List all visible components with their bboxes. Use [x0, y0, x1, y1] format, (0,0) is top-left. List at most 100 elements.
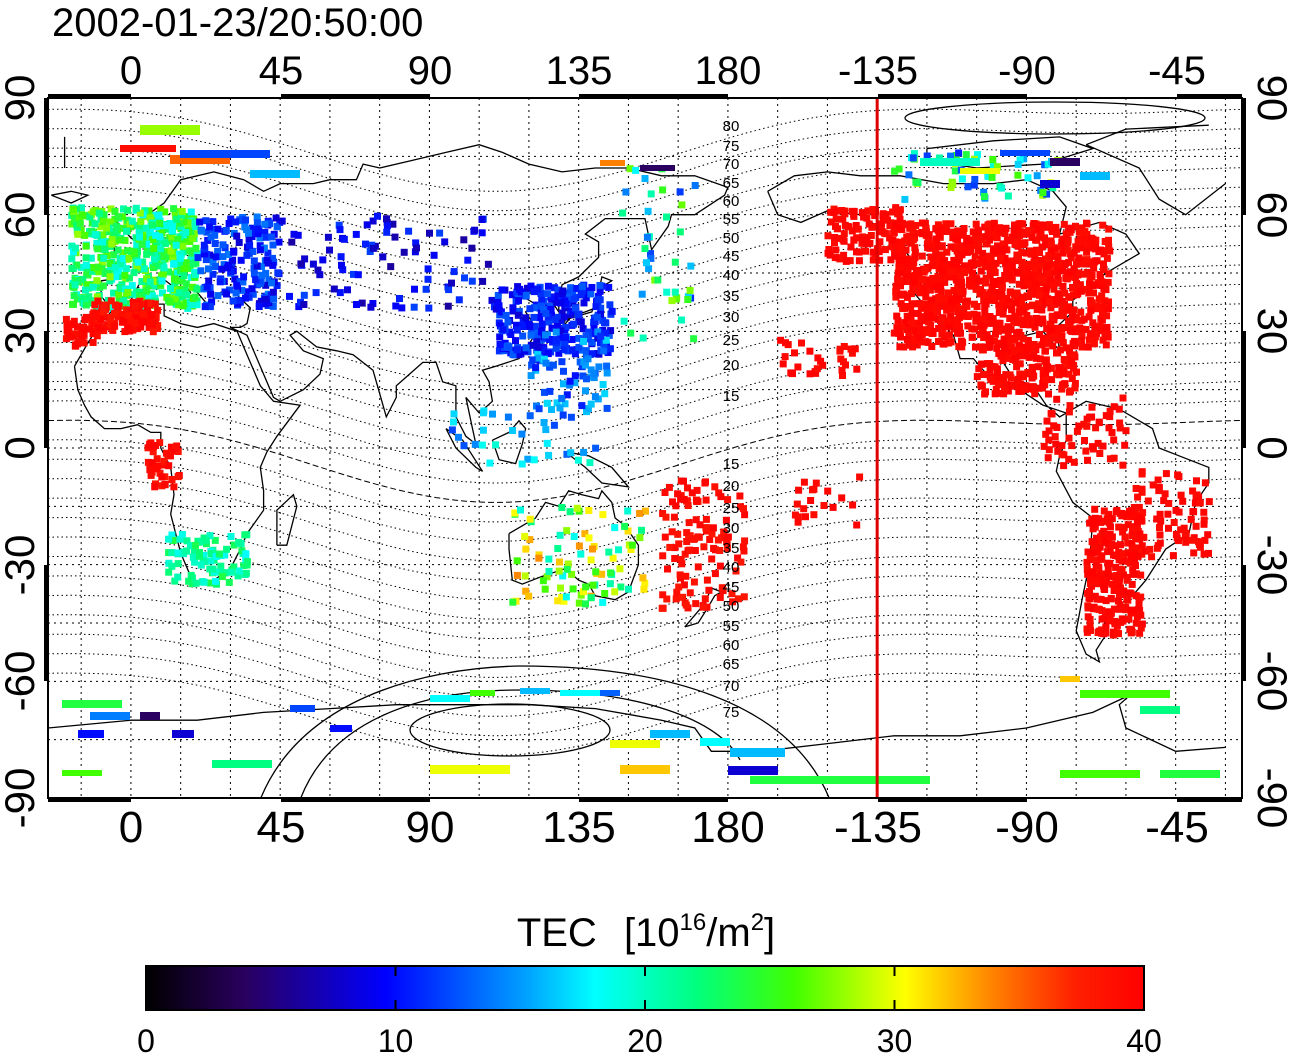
tec-sample: [528, 361, 536, 369]
tec-sample: [146, 278, 154, 286]
tec-sample: [1042, 376, 1049, 384]
tec-sample: [172, 730, 194, 738]
tec-sample: [538, 320, 546, 328]
tec-sample: [604, 349, 612, 356]
x-tick-label-bottom: 0: [119, 803, 143, 852]
tec-sample: [853, 365, 861, 373]
tec-sample: [1108, 540, 1116, 548]
tec-sample: [171, 577, 179, 585]
tec-sample: [1138, 470, 1146, 478]
tec-sample: [963, 237, 971, 245]
tec-sample: [1049, 252, 1057, 260]
tec-sample: [1054, 311, 1062, 319]
tec-sample: [848, 227, 856, 235]
tec-sample: [78, 730, 104, 738]
tec-sample: [627, 329, 635, 337]
tec-sample: [1055, 336, 1063, 344]
tec-sample: [1104, 278, 1112, 286]
tec-sample: [269, 302, 277, 310]
x-tick-label-top: -90: [998, 49, 1056, 93]
tec-sample: [737, 558, 745, 566]
tec-sample: [182, 228, 190, 236]
tec-sample: [478, 216, 486, 223]
tec-sample: [1101, 538, 1109, 546]
tec-sample: [669, 498, 676, 506]
tec-sample: [448, 426, 456, 434]
tec-sample: [1001, 326, 1009, 334]
tec-sample: [135, 263, 143, 271]
tec-sample: [1118, 566, 1126, 574]
tec-sample: [105, 228, 113, 236]
tec-sample: [111, 322, 119, 330]
tec-sample: [923, 276, 931, 284]
tec-sample: [540, 350, 548, 358]
tec-sample: [233, 282, 241, 290]
tec-sample: [1015, 309, 1023, 317]
tec-sample: [1102, 341, 1110, 349]
tec-sample: [201, 245, 209, 253]
tec-sample: [1070, 249, 1078, 257]
tec-sample: [1008, 314, 1016, 322]
tec-sample: [924, 237, 932, 245]
tec-sample: [555, 567, 563, 575]
tec-sample: [992, 385, 1000, 393]
tec-sample: [132, 204, 140, 212]
tec-sample: [519, 332, 527, 340]
tec-sample: [736, 492, 744, 500]
tec-sample: [1115, 405, 1123, 413]
tec-sample: [130, 269, 138, 277]
tec-sample: [207, 550, 215, 557]
tec-sample: [128, 282, 136, 290]
tec-sample: [982, 291, 990, 299]
tec-sample: [1004, 335, 1012, 343]
tec-sample: [286, 292, 293, 300]
tec-sample: [112, 273, 120, 281]
tec-sample: [140, 125, 200, 135]
tec-sample: [1015, 280, 1023, 288]
colorbar-title-name: TEC: [517, 911, 597, 955]
tec-sample: [91, 301, 99, 309]
tec-sample: [834, 207, 842, 215]
tec-sample: [340, 235, 348, 243]
tec-sample: [965, 281, 973, 289]
tec-sample: [1119, 394, 1127, 402]
tec-sample: [903, 265, 911, 273]
tec-sample: [911, 253, 919, 261]
frame-bar-right: [1241, 98, 1246, 215]
tec-sample: [1002, 258, 1010, 266]
tec-sample: [581, 530, 589, 538]
tec-sample: [671, 288, 679, 296]
contour-label-south: 20: [723, 478, 740, 495]
tec-sample: [608, 307, 616, 315]
tec-sample: [131, 302, 139, 310]
tec-sample: [552, 344, 560, 352]
tec-sample: [661, 533, 669, 541]
tec-sample: [879, 214, 887, 222]
tec-sample: [118, 213, 126, 221]
tec-sample: [1016, 342, 1023, 350]
tec-sample: [932, 246, 940, 254]
tec-sample: [1043, 261, 1051, 269]
tec-sample: [541, 585, 549, 593]
tec-sample: [288, 238, 296, 246]
tec-sample: [566, 381, 574, 389]
tec-sample: [1096, 271, 1104, 278]
tec-sample: [798, 339, 805, 347]
tec-sample: [986, 296, 994, 304]
tec-sample: [861, 240, 869, 247]
tec-sample: [353, 301, 360, 308]
tec-sample: [1104, 305, 1112, 313]
tec-sample: [496, 333, 504, 341]
tec-sample: [680, 477, 687, 485]
tec-sample: [139, 310, 147, 318]
tec-sample: [1089, 549, 1097, 557]
tec-sample: [1018, 230, 1026, 238]
tec-sample: [126, 274, 133, 282]
tec-sample: [489, 410, 496, 418]
tec-sample: [1033, 226, 1041, 234]
tec-sample: [130, 250, 138, 258]
tec-sample: [509, 304, 517, 312]
tec-sample: [91, 231, 99, 238]
y-tick-label-right: 30: [1249, 308, 1292, 355]
tec-sample: [708, 530, 716, 538]
